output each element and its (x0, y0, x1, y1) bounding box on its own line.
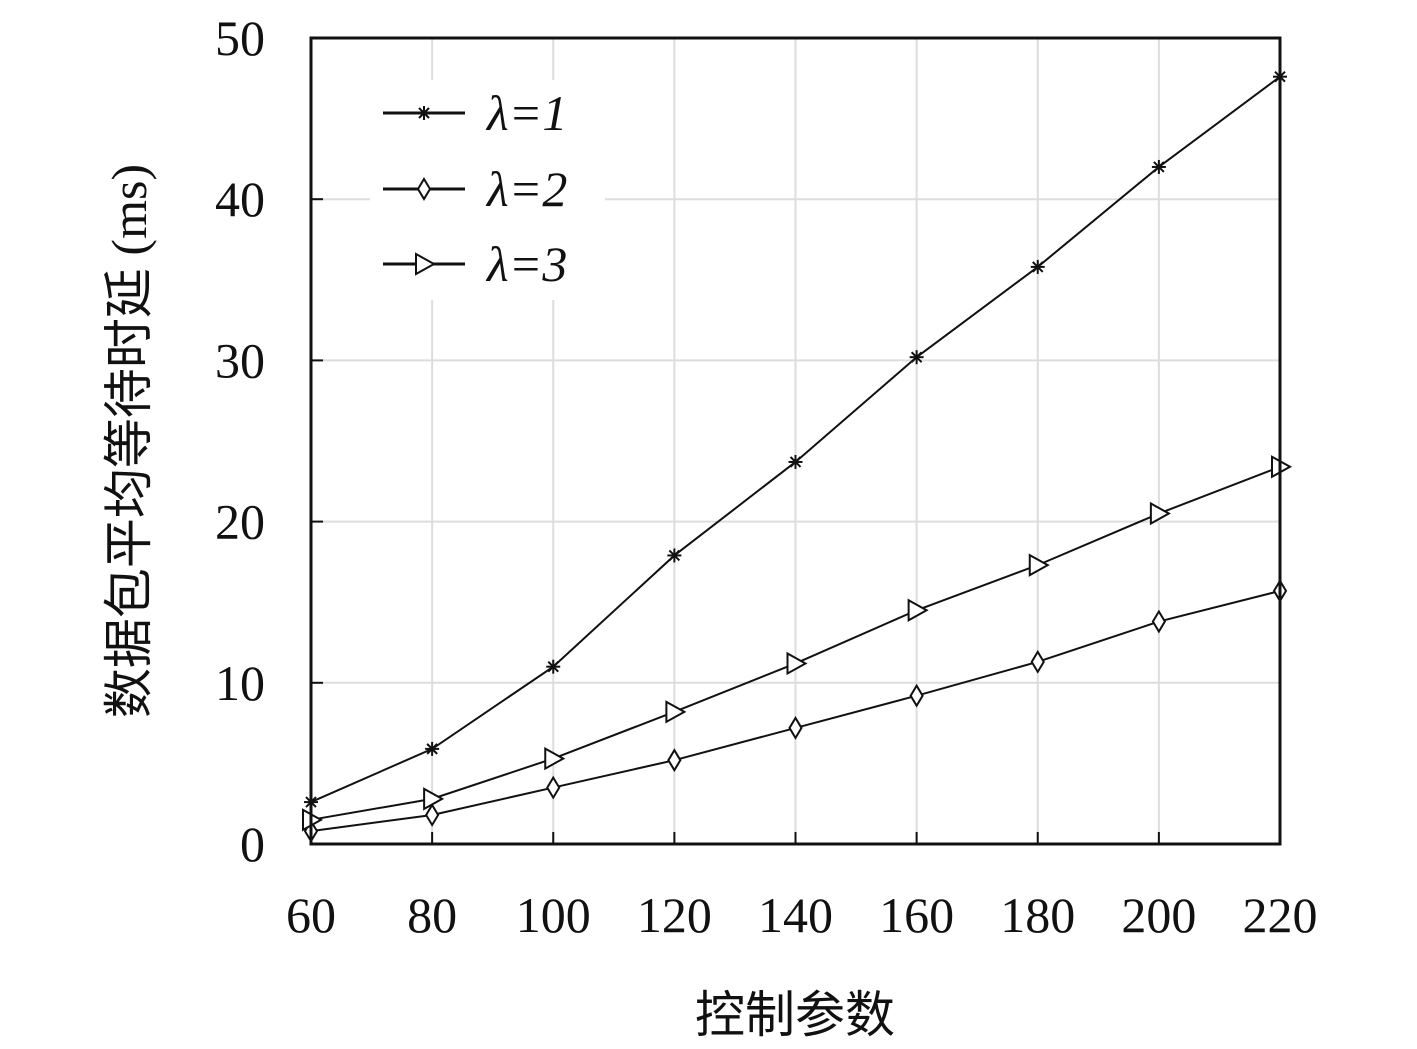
data-point (1030, 649, 1045, 674)
data-point (667, 548, 682, 563)
data-point (788, 454, 803, 469)
y-tick-label: 20 (215, 494, 265, 550)
legend-marker (417, 106, 431, 120)
x-tick-label: 200 (1121, 887, 1196, 943)
data-point (544, 746, 566, 771)
x-tick-label: 60 (286, 887, 336, 943)
x-tick-label: 220 (1243, 887, 1318, 943)
data-point (546, 775, 561, 800)
y-tick-label: 30 (215, 332, 265, 388)
series-3 (302, 455, 1293, 832)
x-tick-label: 140 (758, 887, 833, 943)
data-point (665, 700, 687, 724)
data-point (907, 598, 929, 622)
y-tick-label: 0 (240, 816, 265, 872)
y-tick-label: 10 (215, 655, 265, 711)
data-point (425, 741, 440, 756)
y-axis: 0 10 20 30 40 50 (215, 10, 323, 872)
legend-entry: λ=3 (383, 236, 567, 292)
legend-entry: λ=2 (383, 161, 567, 217)
y-axis-title: 数据包平均等待时延 (ms) (101, 164, 157, 718)
data-point (1151, 609, 1167, 634)
legend-label: λ=1 (485, 85, 567, 141)
data-point (546, 659, 561, 674)
data-point (424, 803, 440, 827)
x-tick-label: 120 (637, 887, 712, 943)
data-point (1151, 159, 1166, 174)
x-axis-title: 控制参数 (695, 987, 895, 1043)
y-tick-label: 50 (215, 10, 265, 66)
data-point (788, 715, 803, 740)
legend: λ=1 λ=2 λ=3 (370, 80, 605, 300)
data-point (1149, 501, 1171, 526)
y-tick-label: 40 (215, 171, 265, 227)
data-point (1030, 259, 1045, 274)
data-point (667, 748, 682, 773)
x-tick-label: 80 (407, 887, 457, 943)
x-tick-label: 100 (516, 887, 591, 943)
x-tick-label: 160 (879, 887, 954, 943)
x-tick-label: 180 (1000, 887, 1075, 943)
legend-entry: λ=1 (383, 85, 567, 141)
legend-label: λ=3 (485, 236, 567, 292)
x-axis: 60 80 100 120 140 160 180 200 220 (286, 832, 1318, 943)
legend-marker (415, 252, 437, 276)
legend-label: λ=2 (485, 161, 567, 217)
data-point (1028, 553, 1050, 577)
data-point (786, 651, 808, 676)
data-point (909, 683, 924, 708)
data-point (423, 787, 445, 811)
legend-marker (416, 177, 432, 201)
data-point (909, 350, 924, 365)
